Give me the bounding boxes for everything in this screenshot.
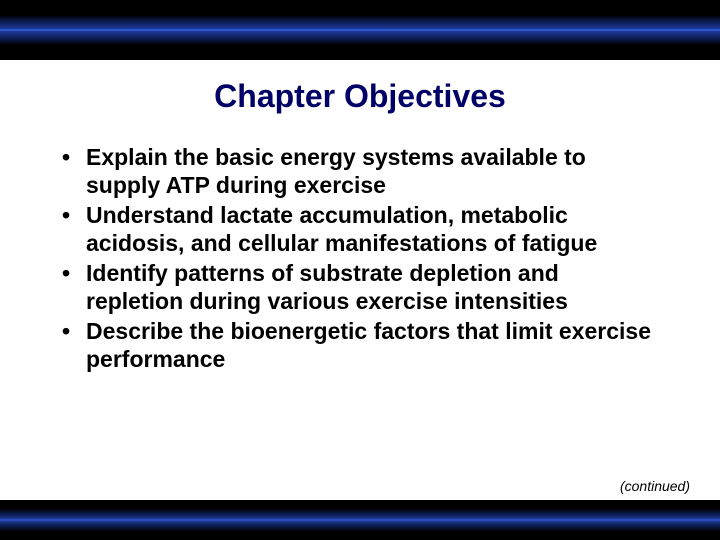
slide-title: Chapter Objectives [0,78,720,115]
bullet-item: Understand lactate accumulation, metabol… [58,201,662,257]
bullet-item: Describe the bioenergetic factors that l… [58,317,662,373]
bullet-item: Identify patterns of substrate depletion… [58,259,662,315]
slide-content: Explain the basic energy systems availab… [0,143,720,500]
bullet-item: Explain the basic energy systems availab… [58,143,662,199]
top-decorative-band [0,0,720,60]
bottom-decorative-band [0,500,720,540]
continued-label: (continued) [620,478,690,494]
slide: Chapter Objectives Explain the basic ene… [0,0,720,540]
bullet-list: Explain the basic energy systems availab… [58,143,662,373]
